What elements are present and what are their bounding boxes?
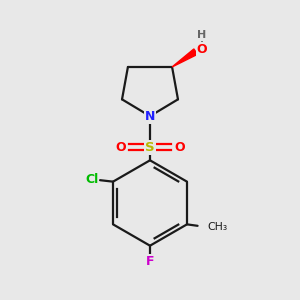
- Text: CH₃: CH₃: [207, 222, 227, 232]
- Text: O: O: [197, 44, 207, 56]
- Text: S: S: [145, 141, 155, 154]
- Text: N: N: [145, 110, 155, 123]
- Text: O: O: [174, 141, 185, 154]
- Text: H: H: [197, 31, 207, 40]
- Polygon shape: [172, 49, 197, 67]
- Text: O: O: [115, 141, 126, 154]
- Text: Cl: Cl: [85, 173, 98, 186]
- Text: F: F: [146, 254, 154, 268]
